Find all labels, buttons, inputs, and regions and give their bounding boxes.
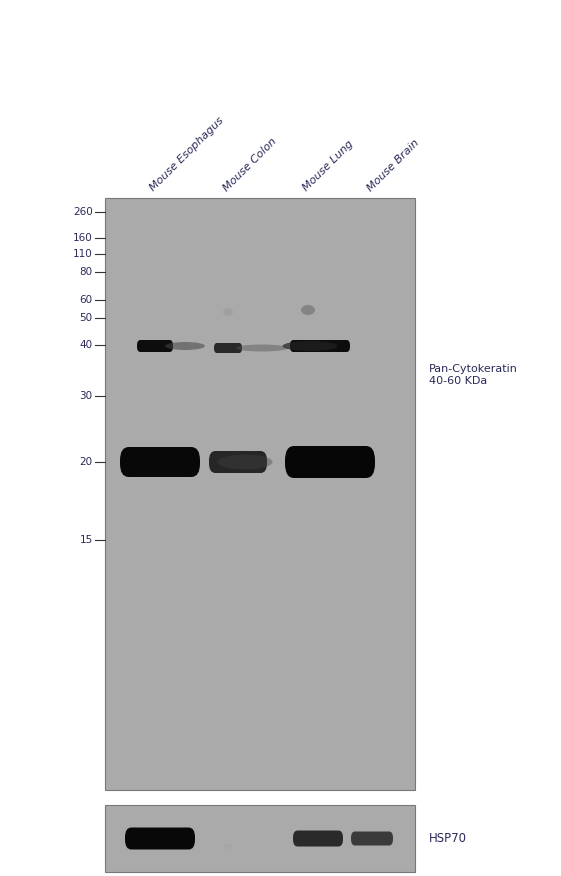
Ellipse shape	[283, 341, 338, 351]
Text: 260: 260	[73, 207, 93, 217]
Text: 60: 60	[80, 295, 93, 305]
Text: Mouse Lung: Mouse Lung	[301, 138, 355, 193]
Text: HSP70: HSP70	[429, 832, 467, 845]
FancyBboxPatch shape	[290, 340, 350, 352]
Text: Mouse Brain: Mouse Brain	[365, 138, 421, 193]
Text: Pan-Cytokeratin
40-60 KDa: Pan-Cytokeratin 40-60 KDa	[429, 364, 518, 385]
Text: Mouse Colon: Mouse Colon	[221, 136, 278, 193]
Text: 50: 50	[80, 313, 93, 323]
Text: 160: 160	[73, 233, 93, 243]
Ellipse shape	[301, 305, 315, 315]
Text: 110: 110	[73, 249, 93, 259]
FancyBboxPatch shape	[209, 451, 267, 473]
Text: Mouse Esophagus: Mouse Esophagus	[148, 116, 226, 193]
Text: 20: 20	[80, 457, 93, 467]
Bar	[105, 805, 415, 872]
Text: 15: 15	[80, 535, 93, 545]
Text: 30: 30	[80, 391, 93, 401]
FancyBboxPatch shape	[125, 828, 195, 850]
FancyBboxPatch shape	[137, 340, 173, 352]
Bar	[105, 198, 415, 790]
FancyBboxPatch shape	[120, 447, 200, 477]
FancyBboxPatch shape	[293, 830, 343, 846]
Ellipse shape	[236, 344, 288, 351]
Ellipse shape	[223, 308, 233, 316]
FancyBboxPatch shape	[351, 831, 393, 845]
Ellipse shape	[223, 844, 233, 849]
FancyBboxPatch shape	[214, 343, 242, 353]
Text: 40: 40	[80, 340, 93, 350]
Text: 80: 80	[80, 267, 93, 277]
Ellipse shape	[165, 342, 205, 350]
FancyBboxPatch shape	[285, 446, 375, 478]
Ellipse shape	[364, 308, 380, 315]
Ellipse shape	[218, 455, 273, 470]
